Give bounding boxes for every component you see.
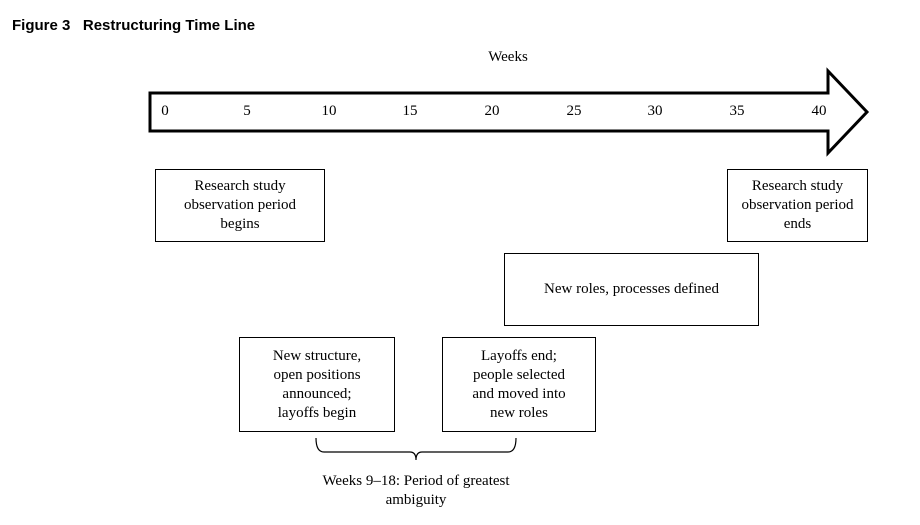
- tick-label: 15: [402, 103, 418, 119]
- timeline-arrow-shape: [148, 67, 870, 157]
- tick-label: 25: [566, 103, 582, 119]
- tick-label: 0: [161, 103, 169, 119]
- figure-title-text: Restructuring Time Line: [82, 17, 256, 34]
- tick-label: 10: [321, 103, 337, 119]
- figure-title: Figure 3 Restructuring Time Line: [12, 17, 255, 34]
- event-box-new-structure: New structure, open positions announced;…: [239, 337, 395, 432]
- ambiguity-label: Weeks 9–18: Period of greatest ambiguity: [322, 473, 510, 508]
- tick-label: 40: [811, 103, 827, 119]
- figure-label: Figure 3: [12, 17, 71, 34]
- event-box-layoffs-end: Layoffs end; people selected and moved i…: [442, 337, 596, 432]
- tick-label: 20: [484, 103, 500, 119]
- tick-label: 5: [243, 103, 251, 119]
- tick-label: 35: [729, 103, 745, 119]
- tick-label: 30: [647, 103, 663, 119]
- axis-title: Weeks: [488, 49, 528, 65]
- event-box-research-begins: Research study observation period begins: [155, 169, 325, 242]
- event-box-research-ends: Research study observation period ends: [727, 169, 868, 242]
- ambiguity-brace-path: [315, 437, 517, 461]
- event-box-new-roles: New roles, processes defined: [504, 253, 759, 326]
